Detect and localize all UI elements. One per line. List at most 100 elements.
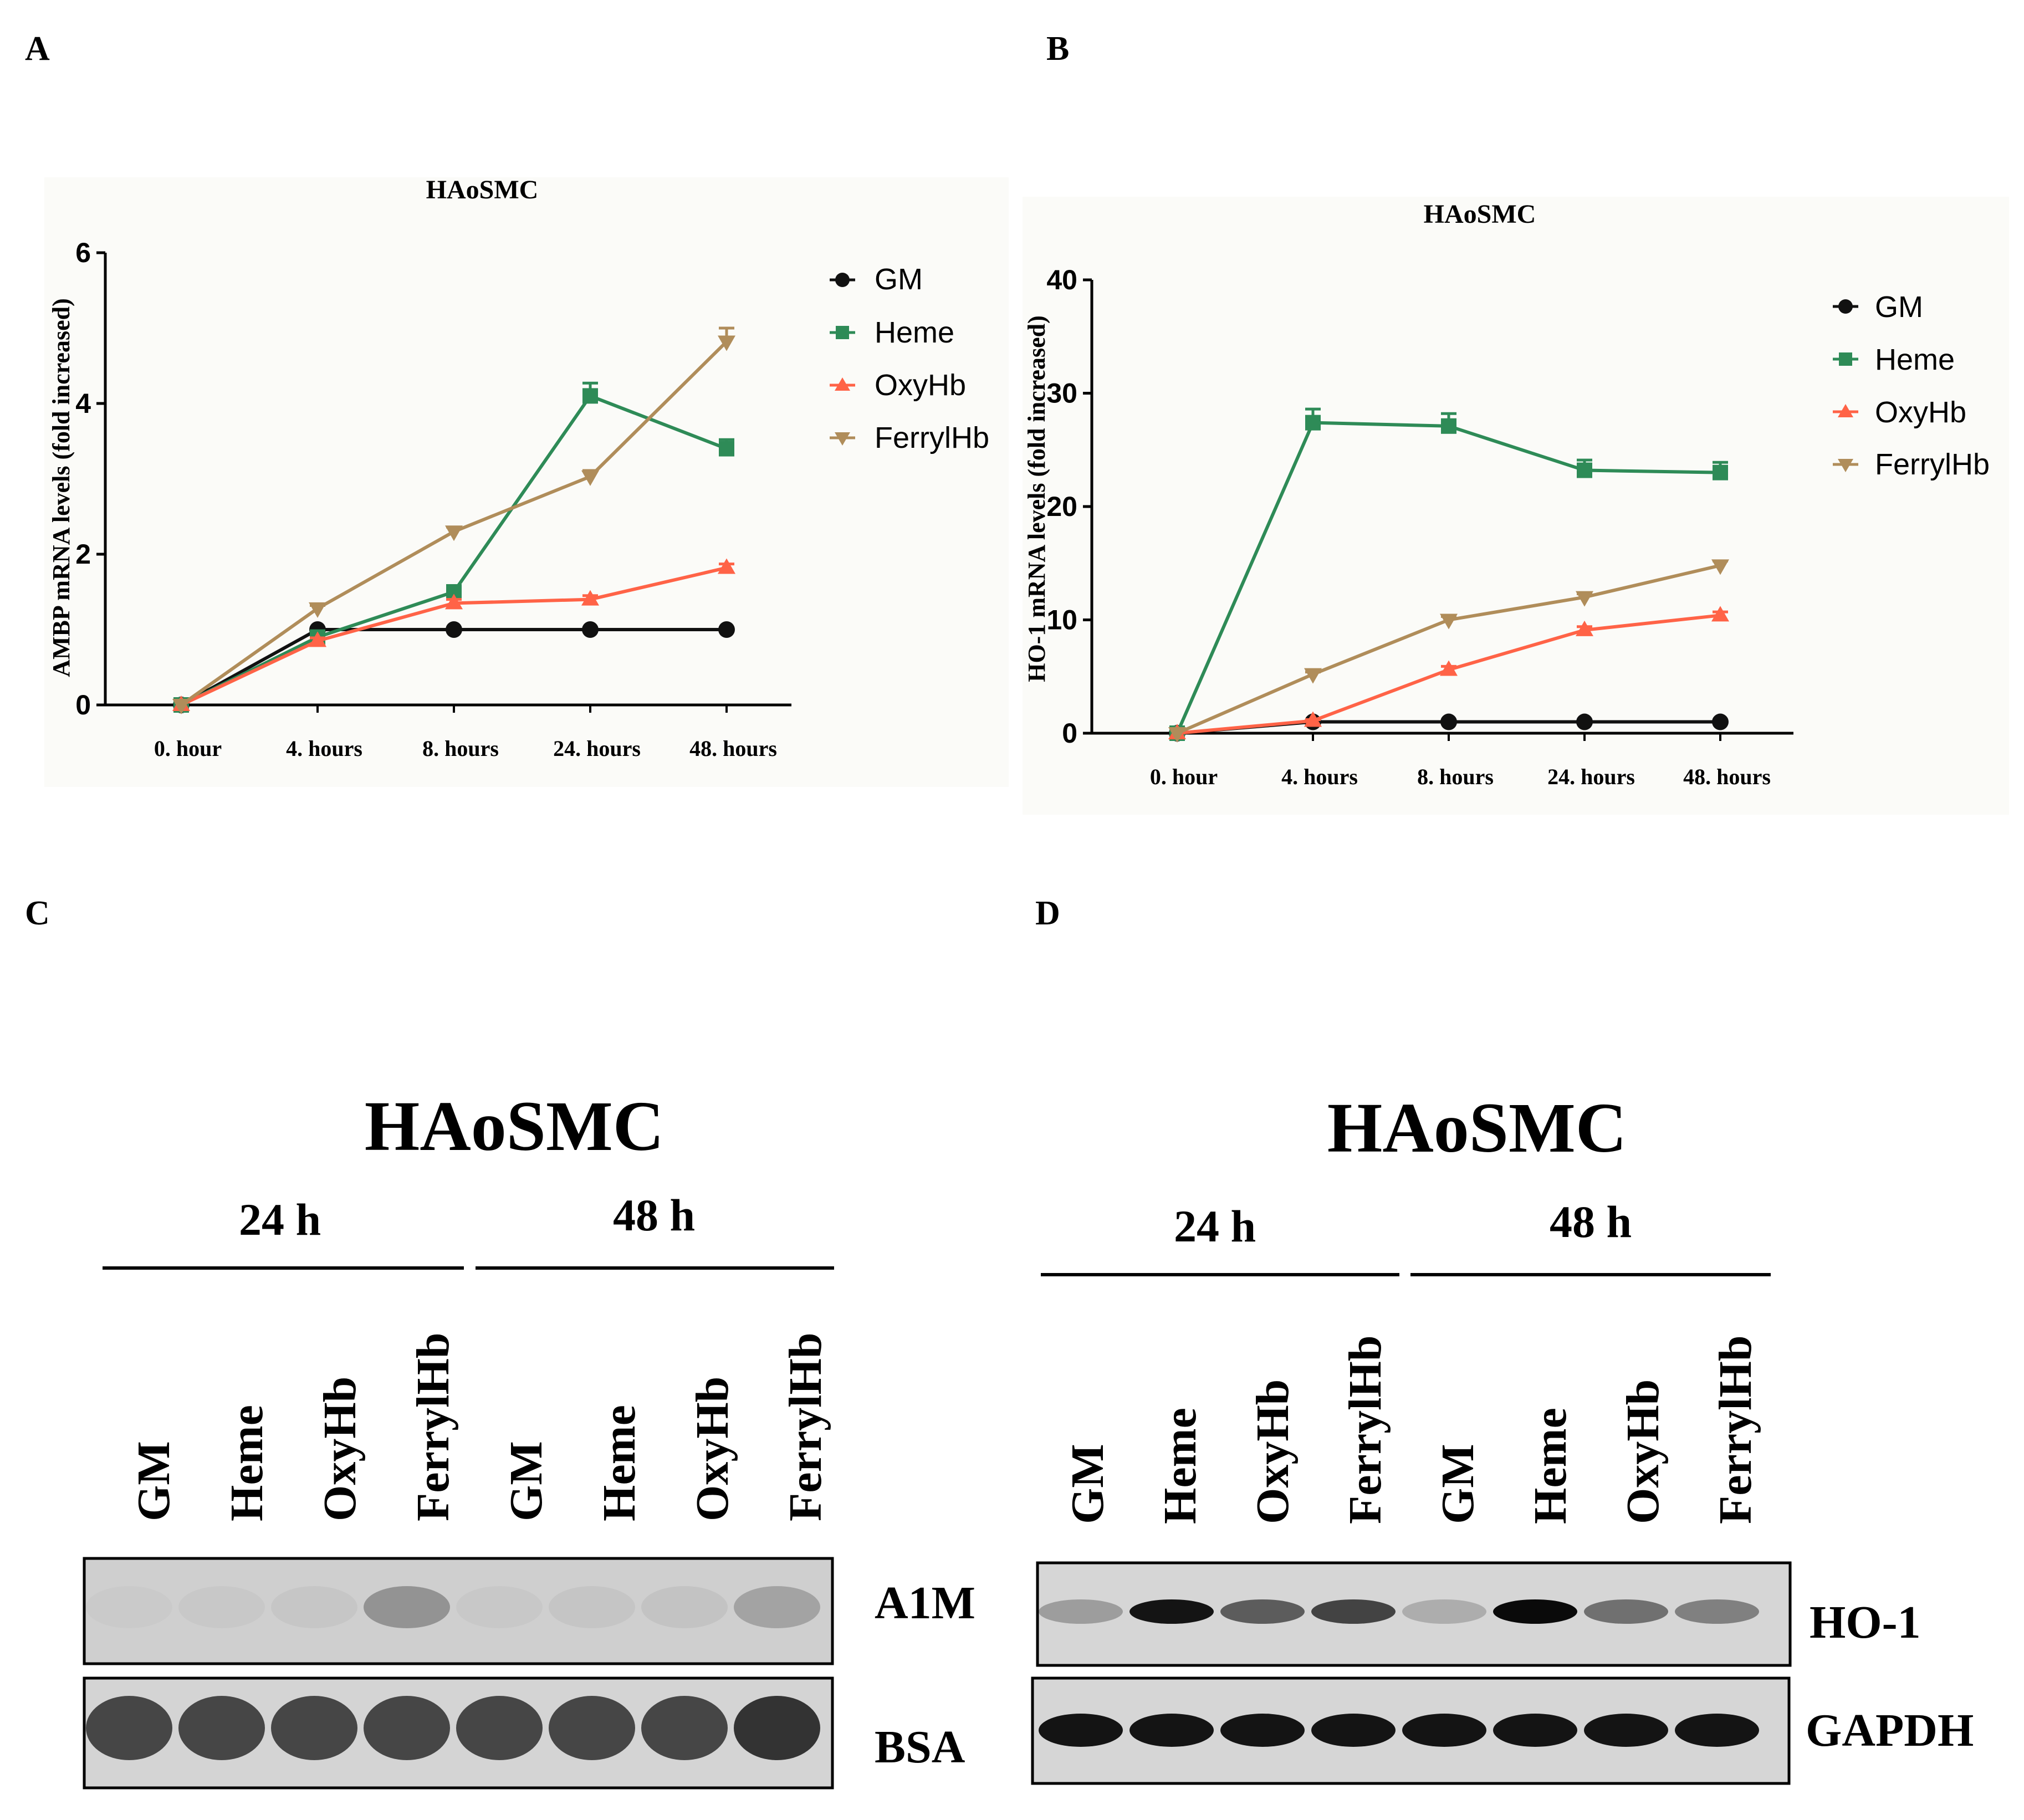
blot-band <box>1039 1599 1123 1624</box>
blot-band <box>1311 1599 1396 1624</box>
y-tick-label: 6 <box>75 237 91 268</box>
blot-band <box>1493 1714 1577 1747</box>
legend-item-ferrylhb: FerrylHb <box>1833 448 1990 481</box>
x-tick-label: 24. hours <box>553 736 641 761</box>
lane-label: OxyHb <box>687 1377 738 1521</box>
legend-label: FerrylHb <box>1875 448 1990 481</box>
lane-label: Heme <box>594 1405 645 1521</box>
series-oxyhb <box>1168 606 1729 739</box>
panel-letter-c: C <box>25 894 50 932</box>
blot-band <box>456 1696 543 1760</box>
lane-label: GM <box>1432 1444 1484 1524</box>
blot-c-strip-bsa: BSA <box>83 1676 965 1790</box>
data-point <box>1441 418 1456 434</box>
blot-c-lane-labels: GM Heme OxyHb FerrylHb GM Heme OxyHb FerrylHb <box>128 1332 831 1521</box>
y-tick-label: 40 <box>1046 264 1077 295</box>
blot-band <box>1129 1714 1214 1747</box>
blot-panel-c: HAoSMC 24 h 48 h GM Heme OxyHb FerrylHb GM He… <box>83 1087 975 1790</box>
blot-band <box>1493 1599 1577 1624</box>
blot-band <box>271 1696 357 1760</box>
blot-d-time-24h: 24 h <box>1174 1201 1256 1251</box>
x-tick-label: 0. hour <box>154 736 222 761</box>
lane-label: OxyHb <box>1247 1379 1299 1524</box>
data-point <box>445 594 463 610</box>
legend-label: Heme <box>875 316 954 349</box>
legend-item-oxyhb: OxyHb <box>830 369 966 402</box>
data-point <box>1576 713 1593 730</box>
data-point <box>1577 462 1592 478</box>
chart-a-ylabel: AMBP mRNA levels (fold increased) <box>48 298 75 677</box>
data-point <box>1440 713 1457 730</box>
legend-item-ferrylhb: FerrylHb <box>830 421 989 454</box>
blot-c-strip-a1m: A1M <box>83 1557 975 1665</box>
data-point <box>446 621 462 638</box>
blot-d-strip-gapdh: GAPDH <box>1031 1676 1974 1785</box>
lane-label: FerrylHb <box>407 1332 459 1521</box>
blot-d-title: HAoSMC <box>1327 1088 1627 1167</box>
x-tick-label: 24. hours <box>1547 764 1635 789</box>
legend-item-oxyhb: OxyHb <box>1833 396 1966 429</box>
blot-band <box>1311 1714 1396 1747</box>
blot-band <box>1402 1599 1486 1624</box>
blot-band <box>1129 1599 1214 1624</box>
data-point <box>718 621 735 638</box>
legend-item-heme: Heme <box>1833 343 1955 376</box>
blot-band <box>178 1696 265 1760</box>
blot-panel-d: HAoSMC 24 h 48 h GM Heme OxyHb FerrylHb GM He… <box>1031 1088 1974 1785</box>
data-point <box>1304 668 1322 684</box>
legend-label: GM <box>1875 290 1923 324</box>
lane-label: OxyHb <box>314 1377 366 1521</box>
y-tick-label: 30 <box>1046 378 1077 409</box>
x-tick-label: 8. hours <box>422 736 499 761</box>
blot-band <box>178 1586 265 1628</box>
y-tick-label: 20 <box>1046 491 1077 522</box>
blot-band <box>1039 1714 1123 1747</box>
blot-c-time-48h: 48 h <box>613 1190 695 1240</box>
lane-label: Heme <box>1525 1408 1576 1524</box>
y-tick-label: 2 <box>75 539 91 570</box>
lane-label: GM <box>128 1441 180 1521</box>
data-point <box>1304 711 1322 727</box>
data-point <box>1711 606 1729 622</box>
data-point <box>1440 614 1458 630</box>
data-point <box>581 590 599 606</box>
data-point <box>582 388 598 404</box>
blot-band <box>86 1696 172 1760</box>
legend-item-gm: GM <box>830 263 923 296</box>
data-point <box>172 699 190 714</box>
blot-band <box>641 1696 728 1760</box>
blot-band <box>549 1586 635 1628</box>
x-tick-label: 4. hours <box>1281 764 1358 789</box>
blot-d-strip-label-ho1: HO-1 <box>1810 1597 1921 1648</box>
x-tick-label: 48. hours <box>689 736 777 761</box>
blot-band <box>271 1586 357 1628</box>
blot-d-bands-ho1 <box>1039 1599 1759 1624</box>
blot-band <box>456 1586 543 1628</box>
y-tick-label: 0 <box>75 689 91 720</box>
data-point <box>1712 713 1729 730</box>
panel-letter-a: A <box>25 30 50 68</box>
blot-d-bands-gapdh <box>1039 1714 1759 1747</box>
legend-item-gm: GM <box>1833 290 1923 324</box>
series-oxyhb <box>172 558 735 711</box>
blot-d-time-48h: 48 h <box>1550 1197 1632 1247</box>
legend-item-heme: Heme <box>830 316 954 349</box>
data-point <box>719 441 734 457</box>
legend-label: OxyHb <box>1875 396 1966 429</box>
data-point <box>309 631 326 647</box>
blot-c-bands-bsa <box>86 1696 820 1760</box>
blot-band <box>641 1586 728 1628</box>
blot-c-strip-label-bsa: BSA <box>875 1721 965 1773</box>
data-point <box>582 621 599 638</box>
legend-label: GM <box>875 263 923 296</box>
blot-d-strip-ho1: HO-1 <box>1036 1561 1921 1667</box>
chart-b: HAoSMC HO-1 mRNA levels (fold increased)… <box>1023 197 2009 815</box>
blot-band <box>1675 1714 1759 1747</box>
chart-b-series <box>1168 407 1729 743</box>
y-tick-label: 4 <box>75 388 91 419</box>
data-point <box>1711 559 1729 575</box>
data-point <box>1168 727 1186 743</box>
blot-band <box>1675 1599 1759 1624</box>
blot-c-title: HAoSMC <box>365 1087 664 1165</box>
